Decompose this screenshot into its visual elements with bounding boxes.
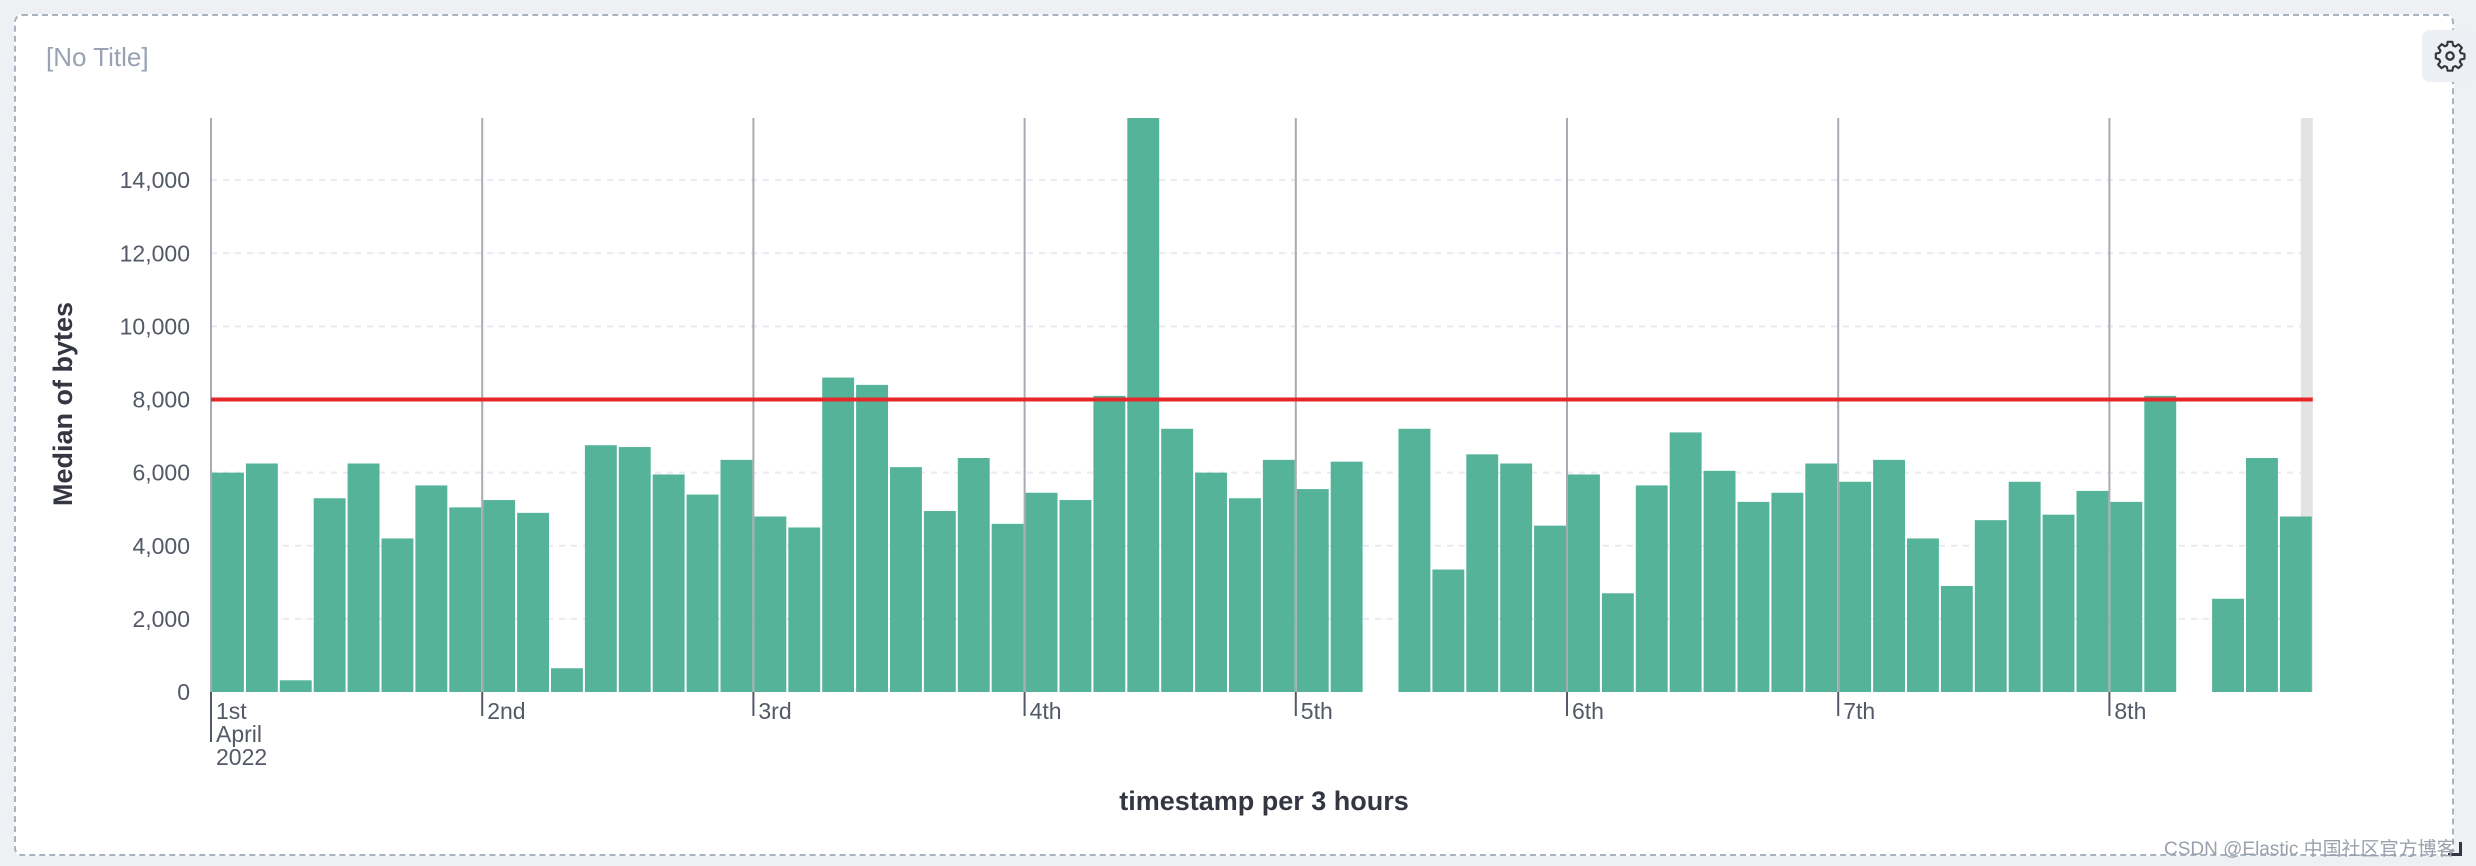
- bar: [957, 458, 990, 692]
- gear-icon: [2434, 40, 2466, 72]
- bar: [381, 538, 414, 692]
- x-axis-title: timestamp per 3 hours: [1119, 786, 1409, 816]
- y-tick-label: 4,000: [132, 533, 190, 559]
- bar: [1568, 474, 1600, 692]
- bar: [618, 447, 651, 692]
- x-tick-label: April: [216, 721, 262, 747]
- bar: [1195, 472, 1227, 692]
- x-tick-label: 1st: [216, 698, 247, 724]
- bar: [720, 459, 753, 692]
- y-tick-label: 10,000: [120, 313, 190, 339]
- bar: [1127, 118, 1160, 692]
- x-tick-label: 5th: [1301, 698, 1333, 724]
- bar: [1974, 520, 2007, 692]
- bar: [279, 680, 312, 692]
- bar: [1669, 432, 1702, 692]
- y-tick-label: 12,000: [120, 240, 190, 266]
- bar: [449, 507, 482, 692]
- bar: [1025, 492, 1058, 692]
- panel-settings-button[interactable]: [2422, 30, 2476, 82]
- bar: [652, 474, 685, 692]
- y-tick-label: 0: [177, 679, 190, 705]
- bar: [1601, 593, 1634, 692]
- bar: [991, 523, 1024, 692]
- watermark: CSDN @Elastic 中国社区官方博客: [2164, 839, 2456, 860]
- bar: [788, 527, 821, 692]
- bar: [686, 494, 719, 692]
- bar: [1229, 498, 1261, 692]
- bar: [1093, 395, 1126, 692]
- x-tick-label: 4th: [1030, 698, 1062, 724]
- bar: [483, 500, 516, 692]
- bar: [1466, 454, 1499, 692]
- bars: [212, 118, 2312, 692]
- bar: [1737, 501, 1770, 692]
- bar: [2212, 598, 2244, 692]
- resize-handle[interactable]: [2448, 842, 2462, 856]
- bar: [347, 463, 380, 692]
- x-tick-label: 2nd: [487, 698, 525, 724]
- bar: [1432, 569, 1465, 692]
- y-tick-label: 8,000: [132, 387, 190, 413]
- x-tick-label: 8th: [2114, 698, 2146, 724]
- x-tick-label: 6th: [1572, 698, 1604, 724]
- bar: [551, 668, 583, 692]
- bar: [2076, 490, 2109, 692]
- bar: [2246, 458, 2278, 692]
- x-tick-label: 3rd: [758, 698, 791, 724]
- bar: [856, 384, 888, 692]
- bar: [212, 472, 244, 692]
- bar: [1635, 485, 1668, 692]
- bar: [584, 445, 617, 692]
- bar: [923, 511, 956, 692]
- bar: [890, 467, 922, 692]
- bar: [1907, 538, 1939, 692]
- bar: [822, 377, 855, 692]
- y-axis-title: Median of bytes: [48, 302, 78, 506]
- bar: [1262, 459, 1295, 692]
- y-ticks: 0 2,000 4,000 6,000 8,000 10,000 12,000 14,000: [120, 167, 190, 705]
- bar: [2042, 514, 2075, 692]
- bar: [1839, 481, 1872, 692]
- bar: [1161, 428, 1194, 692]
- bar: [1805, 463, 1838, 692]
- bar: [2008, 481, 2041, 692]
- panel-title: [No Title]: [46, 42, 149, 72]
- bar: [1534, 525, 1566, 692]
- x-tick-label: 7th: [1843, 698, 1875, 724]
- day-lines: [210, 118, 2111, 692]
- bar: [1771, 492, 1804, 692]
- bar: [1296, 489, 1329, 692]
- bar: [245, 463, 278, 692]
- visualization-panel: [No Title]: [14, 14, 2476, 856]
- bar: [754, 516, 787, 692]
- bar: [415, 485, 448, 692]
- bar: [2279, 516, 2312, 692]
- bar: [313, 498, 346, 692]
- bar: [2144, 395, 2177, 692]
- bar: [1330, 461, 1363, 692]
- bar: [1873, 459, 1905, 692]
- y-tick-label: 6,000: [132, 460, 190, 486]
- bar: [1500, 463, 1533, 692]
- bar: [2110, 501, 2143, 692]
- bar: [1398, 428, 1431, 692]
- x-tick-label: 2022: [216, 744, 267, 770]
- y-tick-label: 14,000: [120, 167, 190, 193]
- y-tick-label: 2,000: [132, 606, 190, 632]
- bar: [1940, 585, 1973, 692]
- bar: [1703, 470, 1736, 692]
- bar: [1059, 500, 1092, 692]
- bar: [517, 512, 549, 692]
